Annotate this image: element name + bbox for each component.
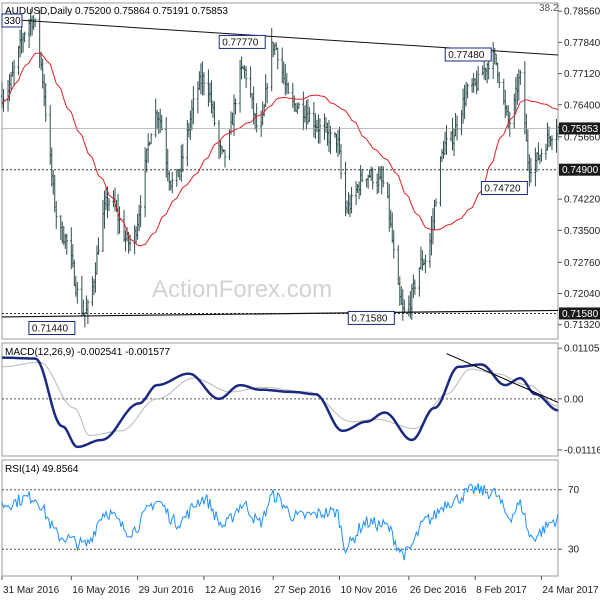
macd-tick-label: -0.011166 xyxy=(564,445,600,456)
annotation-label: 0.77480 xyxy=(448,50,485,61)
x-tick-label: 26 Dec 2016 xyxy=(410,585,467,596)
rsi-title: RSI(14) 49.8564 xyxy=(5,464,79,475)
price-tick-label: 0.72760 xyxy=(564,258,600,269)
price-tick-label: 0.74220 xyxy=(564,195,600,206)
macd-signal-line xyxy=(2,361,559,436)
price-y-axis: 0.78560 0.77840 0.77120 0.76400 0.75660 0.742… xyxy=(558,7,600,331)
price-panel: 0.77770 0.77480 0.74720 0.71440 0.71580 0.78… xyxy=(0,2,600,340)
x-tick-label: 29 Jun 2016 xyxy=(139,585,194,596)
annotation-box xyxy=(347,310,395,325)
lower-trendline xyxy=(1,309,559,318)
price-tick-label: 0.77840 xyxy=(564,38,600,49)
rsi-panel: 70 30 RSI(14) 49.8564 xyxy=(1,459,580,577)
macd-title: MACD(12,26,9) -0.002541 -0.001577 xyxy=(5,347,171,358)
x-tick-label: 12 Aug 2016 xyxy=(205,585,262,596)
price-panel-border xyxy=(1,2,559,340)
price-tick-label: 0.77120 xyxy=(564,69,600,80)
rsi-panel-border xyxy=(1,459,559,577)
macd-trendline xyxy=(446,353,559,403)
bottom-level-tag-box xyxy=(559,307,600,320)
level-tag: 0.74900 xyxy=(562,165,599,176)
x-tick-label: 16 May 2016 xyxy=(72,585,130,596)
x-axis: 31 Mar 2016 16 May 2016 29 Jun 2016 12 Aug … xyxy=(1,576,599,596)
x-tick-label: 24 Mar 2017 xyxy=(542,585,599,596)
level-tag-box xyxy=(559,163,600,176)
left-edge-label: 330 xyxy=(4,16,21,27)
rsi-level-lines xyxy=(2,489,558,550)
annotation-box xyxy=(218,34,266,49)
annotation-label: 0.71580 xyxy=(351,313,388,324)
annotation-label: 0.71440 xyxy=(32,324,69,335)
price-tick-label: 0.78560 xyxy=(564,7,600,18)
macd-panel: 0.011056 0.00 -0.011166 MACD(12,26,9) -0.0… xyxy=(1,342,600,457)
annotation-box xyxy=(444,47,492,62)
macd-tick-label: 0.011056 xyxy=(564,344,600,355)
macd-panel-border xyxy=(1,342,559,457)
rsi-tick-label: 70 xyxy=(568,485,580,496)
x-tick-label: 27 Sep 2016 xyxy=(274,585,331,596)
candles xyxy=(0,8,560,328)
price-title: AUDUSD,Daily 0.75200 0.75864 0.75191 0.7… xyxy=(5,6,228,17)
rsi-tick-label: 30 xyxy=(568,545,580,556)
rsi-line xyxy=(1,483,559,561)
macd-tick-label: 0.00 xyxy=(564,394,584,405)
price-tick-label: 0.73500 xyxy=(564,226,600,237)
price-tick-label: 0.72040 xyxy=(564,289,600,300)
x-tick-label: 8 Feb 2017 xyxy=(476,585,527,596)
macd-y-axis: 0.011056 0.00 -0.011166 xyxy=(558,344,600,456)
current-price-tag-box xyxy=(559,122,600,135)
rsi-y-axis: 70 30 xyxy=(558,485,580,556)
bottom-level-tag: 0.71580 xyxy=(562,309,599,320)
x-tick-label: 31 Mar 2016 xyxy=(3,585,60,596)
moving-average-line xyxy=(1,52,559,247)
current-price-tag: 0.75853 xyxy=(562,124,599,135)
left-edge-label-box xyxy=(1,13,23,28)
annotation-label: 0.74720 xyxy=(484,183,521,194)
x-tick-label: 10 Nov 2016 xyxy=(341,585,398,596)
price-annotations: 0.77770 0.77480 0.74720 0.71440 0.71580 xyxy=(28,34,528,336)
watermark: ActionForex.com xyxy=(152,276,333,303)
annotation-box xyxy=(480,180,528,195)
corner-value: 38.2 xyxy=(539,3,559,14)
price-tick-label: 0.75660 xyxy=(564,132,600,143)
annotation-label: 0.77770 xyxy=(222,37,259,48)
annotation-box xyxy=(28,321,76,336)
price-tick-label: 0.71320 xyxy=(564,320,600,331)
macd-line xyxy=(2,356,559,449)
price-tick-label: 0.76400 xyxy=(564,100,600,111)
